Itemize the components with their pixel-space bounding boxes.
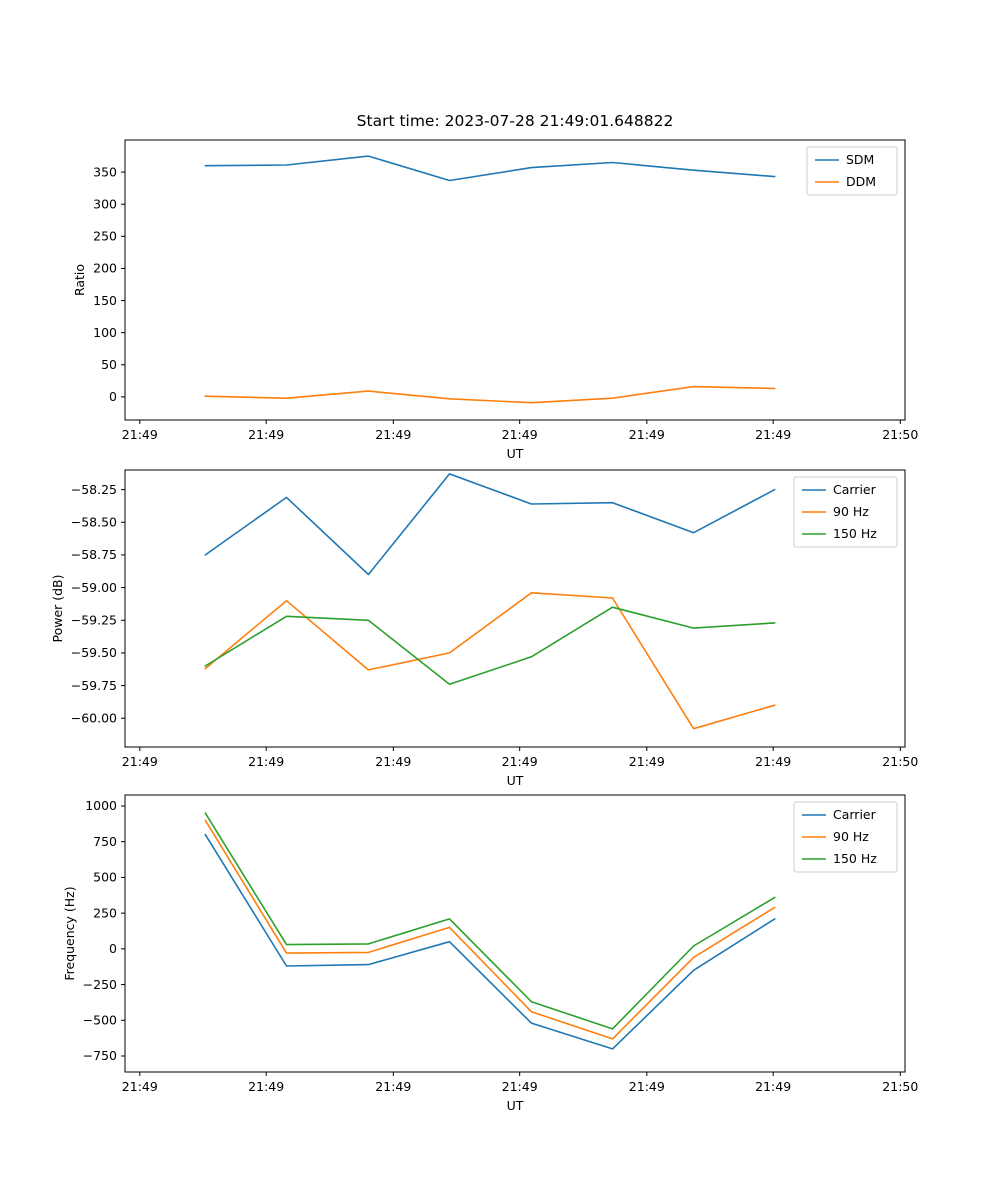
svg-text:350: 350 — [93, 164, 117, 179]
svg-text:300: 300 — [93, 196, 117, 211]
power-chart: −60.00 −59.75 −59.50 −59.25 −59.00 −58.75 −58.… — [50, 469, 918, 788]
svg-text:21:49: 21:49 — [755, 1079, 791, 1094]
svg-text:21:49: 21:49 — [122, 1079, 158, 1094]
svg-text:50: 50 — [101, 357, 117, 372]
svg-text:SDM: SDM — [846, 152, 874, 167]
svg-text:21:49: 21:49 — [502, 1079, 538, 1094]
figure-title: Start time: 2023-07-28 21:49:01.648822 — [356, 112, 674, 130]
svg-text:Carrier: Carrier — [833, 482, 877, 497]
svg-text:−60.00: −60.00 — [71, 710, 117, 725]
svg-text:21:50: 21:50 — [882, 427, 918, 442]
svg-text:21:49: 21:49 — [629, 754, 665, 769]
svg-text:21:49: 21:49 — [248, 427, 284, 442]
svg-text:1000: 1000 — [85, 798, 117, 813]
svg-text:21:49: 21:49 — [375, 1079, 411, 1094]
svg-text:Carrier: Carrier — [833, 807, 877, 822]
svg-text:−59.75: −59.75 — [71, 678, 117, 693]
svg-text:21:49: 21:49 — [755, 427, 791, 442]
svg-text:Ratio: Ratio — [72, 264, 87, 296]
svg-text:21:49: 21:49 — [375, 427, 411, 442]
svg-text:Frequency (Hz): Frequency (Hz) — [62, 886, 77, 980]
svg-text:90 Hz: 90 Hz — [833, 829, 869, 844]
svg-text:−500: −500 — [83, 1012, 117, 1027]
svg-text:−58.50: −58.50 — [71, 514, 117, 529]
svg-text:150: 150 — [93, 293, 117, 308]
svg-text:21:49: 21:49 — [122, 754, 158, 769]
svg-text:Power (dB): Power (dB) — [50, 574, 65, 642]
svg-text:UT: UT — [507, 1098, 524, 1113]
svg-text:750: 750 — [93, 834, 117, 849]
svg-text:UT: UT — [507, 446, 524, 460]
svg-text:−59.50: −59.50 — [71, 645, 117, 660]
svg-text:150 Hz: 150 Hz — [833, 851, 877, 866]
svg-text:21:49: 21:49 — [502, 754, 538, 769]
svg-text:21:49: 21:49 — [122, 427, 158, 442]
svg-text:250: 250 — [93, 229, 117, 244]
svg-text:−58.25: −58.25 — [71, 482, 117, 497]
svg-text:−59.25: −59.25 — [71, 612, 117, 627]
svg-text:100: 100 — [93, 325, 117, 340]
svg-text:21:49: 21:49 — [248, 754, 284, 769]
svg-text:250: 250 — [93, 905, 117, 920]
svg-text:21:49: 21:49 — [629, 1079, 665, 1094]
svg-text:−250: −250 — [83, 977, 117, 992]
svg-text:21:50: 21:50 — [882, 1079, 918, 1094]
frequency-chart: −750 −500 −250 0 250 500 750 1000 21:49 21:49 21:4… — [62, 794, 918, 1113]
svg-text:21:49: 21:49 — [629, 427, 665, 442]
svg-text:−750: −750 — [83, 1048, 117, 1063]
svg-text:21:49: 21:49 — [502, 427, 538, 442]
ratio-chart: 0 50 100 150 200 250 300 350 21:49 21:49 21:49 21:4… — [72, 139, 918, 460]
svg-text:21:49: 21:49 — [755, 754, 791, 769]
svg-text:−59.00: −59.00 — [71, 580, 117, 595]
svg-text:DDM: DDM — [846, 174, 876, 189]
svg-text:21:49: 21:49 — [375, 754, 411, 769]
svg-text:0: 0 — [109, 389, 117, 404]
svg-text:150 Hz: 150 Hz — [833, 526, 877, 541]
svg-text:0: 0 — [109, 941, 117, 956]
svg-text:−58.75: −58.75 — [71, 547, 117, 562]
svg-text:200: 200 — [93, 261, 117, 276]
svg-text:UT: UT — [507, 773, 524, 788]
svg-text:21:49: 21:49 — [248, 1079, 284, 1094]
svg-text:21:50: 21:50 — [882, 754, 918, 769]
svg-text:90 Hz: 90 Hz — [833, 504, 869, 519]
svg-text:500: 500 — [93, 870, 117, 885]
